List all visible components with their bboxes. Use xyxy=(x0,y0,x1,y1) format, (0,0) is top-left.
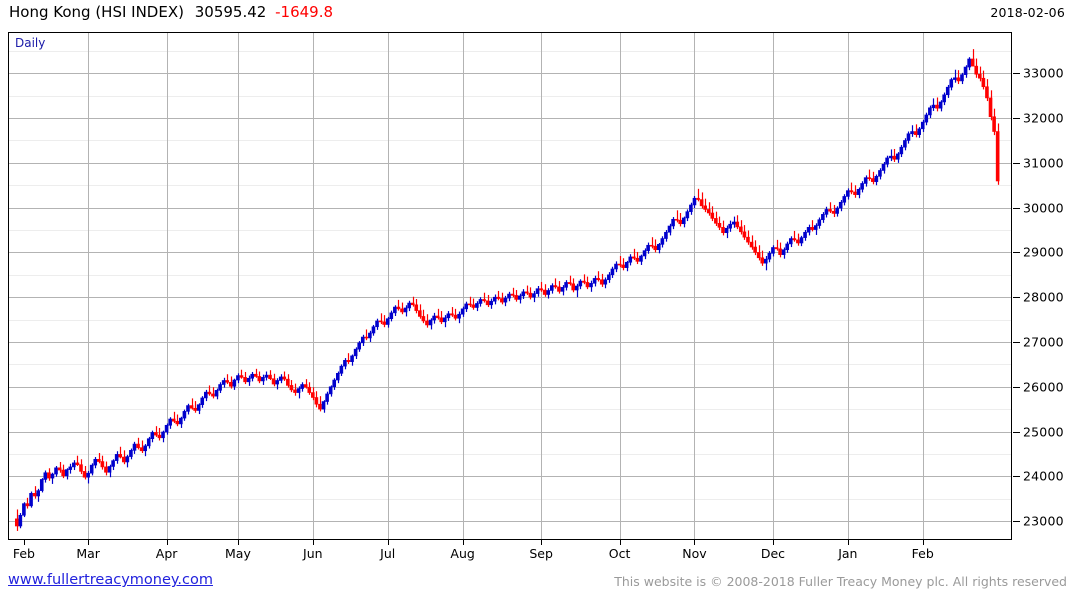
x-axis-tick xyxy=(462,540,464,545)
instrument-name: Hong Kong (HSI INDEX) xyxy=(9,3,184,21)
chart-plot-frame: Daily xyxy=(8,32,1012,540)
x-axis-tick-label: Feb xyxy=(12,546,35,561)
x-axis-tick xyxy=(23,540,25,545)
page-title: Hong Kong (HSI INDEX) 30595.42 -1649.8 xyxy=(9,3,333,21)
candlestick-plot xyxy=(9,33,1011,539)
x-axis-tick xyxy=(312,540,314,545)
x-axis-tick-label: May xyxy=(225,546,251,561)
x-axis-tick-label: Feb xyxy=(911,546,934,561)
y-axis-tick xyxy=(1013,73,1020,75)
y-axis-tick-label: 32000 xyxy=(1023,110,1064,126)
y-axis-tick-label: 29000 xyxy=(1023,244,1064,260)
y-axis-tick xyxy=(1013,252,1020,254)
chart-footer: www.fullertreacymoney.com This website i… xyxy=(0,572,1075,596)
y-axis-tick xyxy=(1013,431,1020,433)
timeframe-label: Daily xyxy=(15,36,46,50)
price-change: -1649.8 xyxy=(275,3,334,21)
y-axis-tick-label: 23000 xyxy=(1023,513,1064,529)
candlestick-svg xyxy=(9,33,1011,539)
chart-header: Hong Kong (HSI INDEX) 30595.42 -1649.8 2… xyxy=(0,0,1075,28)
last-price: 30595.42 xyxy=(194,3,267,21)
as-of-date: 2018-02-06 xyxy=(990,5,1065,20)
y-axis-labels: 23000 24000 25000 26000 27000 28000 29000 30000… xyxy=(1013,32,1075,540)
y-axis-tick xyxy=(1013,118,1020,120)
x-axis-tick xyxy=(772,540,774,545)
x-axis-tick xyxy=(237,540,239,545)
y-axis-tick xyxy=(1013,297,1020,299)
x-axis-tick-label: Sep xyxy=(529,546,553,561)
y-axis-tick-label: 25000 xyxy=(1023,424,1064,440)
y-axis-tick-label: 28000 xyxy=(1023,289,1064,305)
x-axis-tick xyxy=(387,540,389,545)
y-axis-tick-label: 33000 xyxy=(1023,65,1064,81)
y-axis-tick xyxy=(1013,386,1020,388)
x-axis-tick-label: Apr xyxy=(155,546,178,561)
x-axis-tick xyxy=(922,540,924,545)
x-axis-tick xyxy=(694,540,696,545)
y-axis-tick xyxy=(1013,521,1020,523)
y-axis-tick xyxy=(1013,476,1020,478)
site-url-link[interactable]: www.fullertreacymoney.com xyxy=(8,572,213,588)
x-axis-tick-label: Mar xyxy=(76,546,100,561)
x-axis-tick xyxy=(541,540,543,545)
y-axis-tick xyxy=(1013,207,1020,209)
y-axis-tick-label: 26000 xyxy=(1023,379,1064,395)
x-axis-tick-label: Nov xyxy=(682,546,707,561)
x-axis-tick-label: Oct xyxy=(608,546,631,561)
copyright-text: This website is © 2008-2018 Fuller Treac… xyxy=(614,574,1067,589)
x-axis-tick-label: Jul xyxy=(380,546,396,561)
y-axis-tick xyxy=(1013,162,1020,164)
y-axis-tick-label: 31000 xyxy=(1023,155,1064,171)
y-axis-tick-label: 27000 xyxy=(1023,334,1064,350)
y-axis-tick-label: 24000 xyxy=(1023,468,1064,484)
x-axis-tick xyxy=(166,540,168,545)
y-axis-tick xyxy=(1013,341,1020,343)
x-axis-tick xyxy=(847,540,849,545)
x-axis-labels: Feb Mar Apr May Jun Jul Aug Sep Oct Nov Dec Jan Feb xyxy=(0,540,1075,566)
x-axis-tick xyxy=(619,540,621,545)
x-axis-tick-label: Aug xyxy=(450,546,475,561)
x-axis-tick-label: Dec xyxy=(760,546,786,561)
x-axis-tick xyxy=(88,540,90,545)
x-axis-tick-label: Jun xyxy=(303,546,323,561)
x-axis-tick-label: Jan xyxy=(838,546,858,561)
y-axis-tick-label: 30000 xyxy=(1023,200,1064,216)
